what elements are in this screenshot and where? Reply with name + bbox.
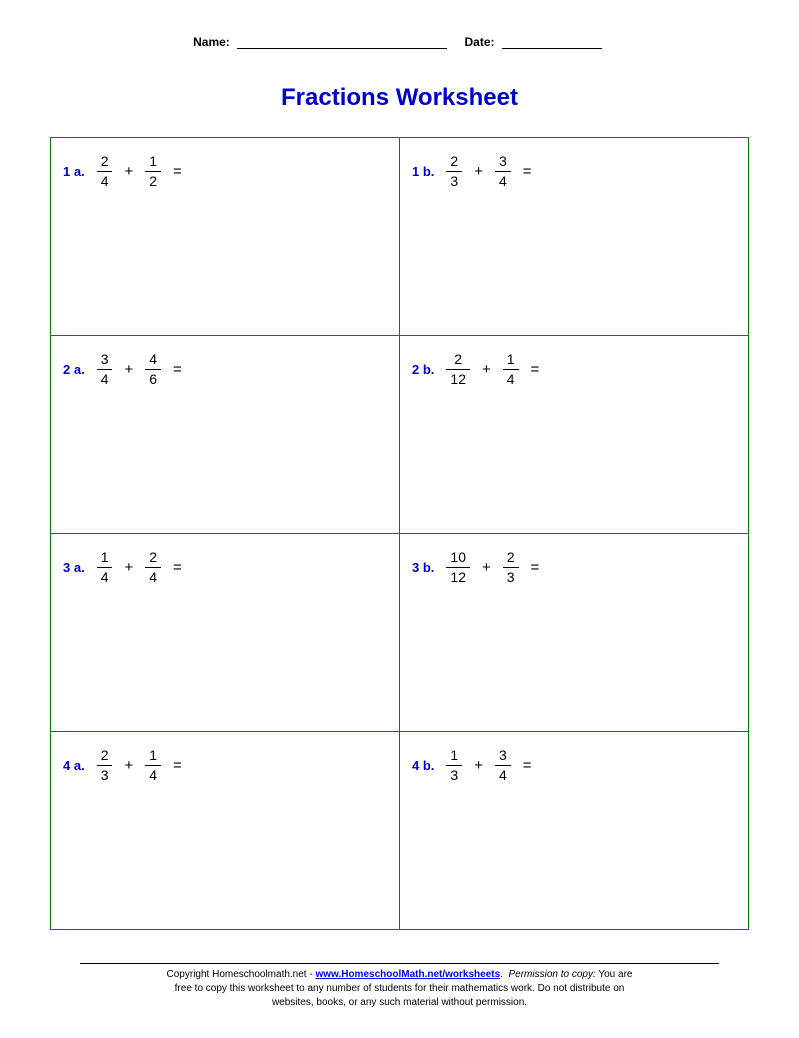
denominator: 4 (495, 765, 511, 784)
numerator: 3 (97, 351, 113, 369)
problem-cell: 4 a. 23 +14 = (51, 732, 400, 930)
problem-label: 2 b. (412, 362, 436, 377)
numerator: 10 (446, 549, 470, 567)
equals: = (521, 757, 534, 774)
fraction-1: 1012 (446, 549, 470, 586)
numerator: 1 (145, 747, 161, 765)
problem: 3 b. 1012 +23 = (412, 549, 736, 586)
problem-label: 1 b. (412, 164, 436, 179)
problem-cell: 3 a.14+24= (51, 534, 400, 732)
denominator: 12 (446, 369, 470, 388)
problem-label: 1 a. (63, 164, 87, 179)
denominator: 3 (97, 765, 113, 784)
numerator: 3 (495, 747, 511, 765)
denominator: 4 (97, 369, 113, 388)
denominator: 3 (446, 171, 462, 190)
date-blank (502, 48, 602, 49)
equals: = (529, 559, 542, 576)
numerator: 2 (446, 153, 462, 171)
denominator: 4 (97, 567, 113, 586)
problem-cell: 4 b.13+34= (400, 732, 749, 930)
problem: 4 b.13+34= (412, 747, 736, 784)
equals: = (171, 163, 184, 180)
page-title: Fractions Worksheet (0, 84, 799, 112)
fraction-1: 24 (97, 153, 113, 190)
denominator: 6 (145, 369, 161, 388)
operator: + (122, 559, 135, 576)
fraction-2: 23 (503, 549, 519, 586)
problem: 1 b.23+34= (412, 153, 736, 190)
problem-label: 3 a. (63, 560, 87, 575)
denominator: 3 (446, 765, 462, 784)
equals: = (171, 757, 184, 774)
numerator: 1 (97, 549, 113, 567)
fraction-1: 14 (97, 549, 113, 586)
operator: + (480, 559, 493, 576)
equals: = (171, 559, 184, 576)
footer: Copyright Homeschoolmath.net - www.Homes… (80, 963, 719, 1010)
denominator: 3 (503, 567, 519, 586)
numerator: 2 (97, 153, 113, 171)
equals: = (171, 361, 184, 378)
fraction-1: 23 (446, 153, 462, 190)
denominator: 4 (145, 765, 161, 784)
problem-cell: 1 a.24+12= (51, 138, 400, 336)
operator: + (472, 163, 485, 180)
problem-cell: 1 b.23+34= (400, 138, 749, 336)
copyright-prefix: Copyright Homeschoolmath.net - (167, 969, 316, 980)
fraction-1: 34 (97, 351, 113, 388)
problem: 1 a.24+12= (63, 153, 387, 190)
problem: 2 b. 212 +14 = (412, 351, 736, 388)
operator: + (122, 757, 135, 774)
fraction-2: 46 (145, 351, 161, 388)
fraction-1: 212 (446, 351, 470, 388)
numerator: 2 (450, 351, 466, 369)
problem: 2 a.34+46= (63, 351, 387, 388)
footer-link[interactable]: www.HomeschoolMath.net/worksheets (315, 969, 500, 980)
numerator: 1 (145, 153, 161, 171)
fraction-2: 14 (145, 747, 161, 784)
fraction-2: 34 (495, 747, 511, 784)
numerator: 2 (503, 549, 519, 567)
fraction-2: 12 (145, 153, 161, 190)
denominator: 12 (446, 567, 470, 586)
operator: + (480, 361, 493, 378)
name-blank (237, 48, 447, 49)
fraction-1: 13 (446, 747, 462, 784)
problem-cell: 2 a.34+46= (51, 336, 400, 534)
header-line: Name: Date: (0, 0, 799, 49)
fraction-1: 23 (97, 747, 113, 784)
numerator: 1 (503, 351, 519, 369)
numerator: 4 (145, 351, 161, 369)
problem-grid: 1 a.24+12=1 b.23+34=2 a.34+46=2 b.212+14… (50, 137, 749, 930)
operator: + (122, 361, 135, 378)
operator: + (122, 163, 135, 180)
problem-cell: 2 b. 212 +14 = (400, 336, 749, 534)
problem-label: 4 a. (63, 758, 87, 773)
problem: 4 a. 23 +14 = (63, 747, 387, 784)
problem-cell: 3 b. 1012 +23 = (400, 534, 749, 732)
numerator: 3 (495, 153, 511, 171)
problem-label: 4 b. (412, 758, 436, 773)
numerator: 1 (446, 747, 462, 765)
fraction-2: 24 (145, 549, 161, 586)
denominator: 4 (97, 171, 113, 190)
numerator: 2 (145, 549, 161, 567)
fraction-2: 34 (495, 153, 511, 190)
denominator: 2 (145, 171, 161, 190)
denominator: 4 (503, 369, 519, 388)
date-label: Date: (465, 35, 495, 49)
fraction-2: 14 (503, 351, 519, 388)
problem: 3 a.14+24= (63, 549, 387, 586)
permission-label: Permission to copy: (509, 969, 596, 980)
problem-label: 3 b. (412, 560, 436, 575)
problem-label: 2 a. (63, 362, 87, 377)
name-label: Name: (193, 35, 230, 49)
operator: + (472, 757, 485, 774)
equals: = (529, 361, 542, 378)
numerator: 2 (97, 747, 113, 765)
equals: = (521, 163, 534, 180)
denominator: 4 (495, 171, 511, 190)
denominator: 4 (145, 567, 161, 586)
